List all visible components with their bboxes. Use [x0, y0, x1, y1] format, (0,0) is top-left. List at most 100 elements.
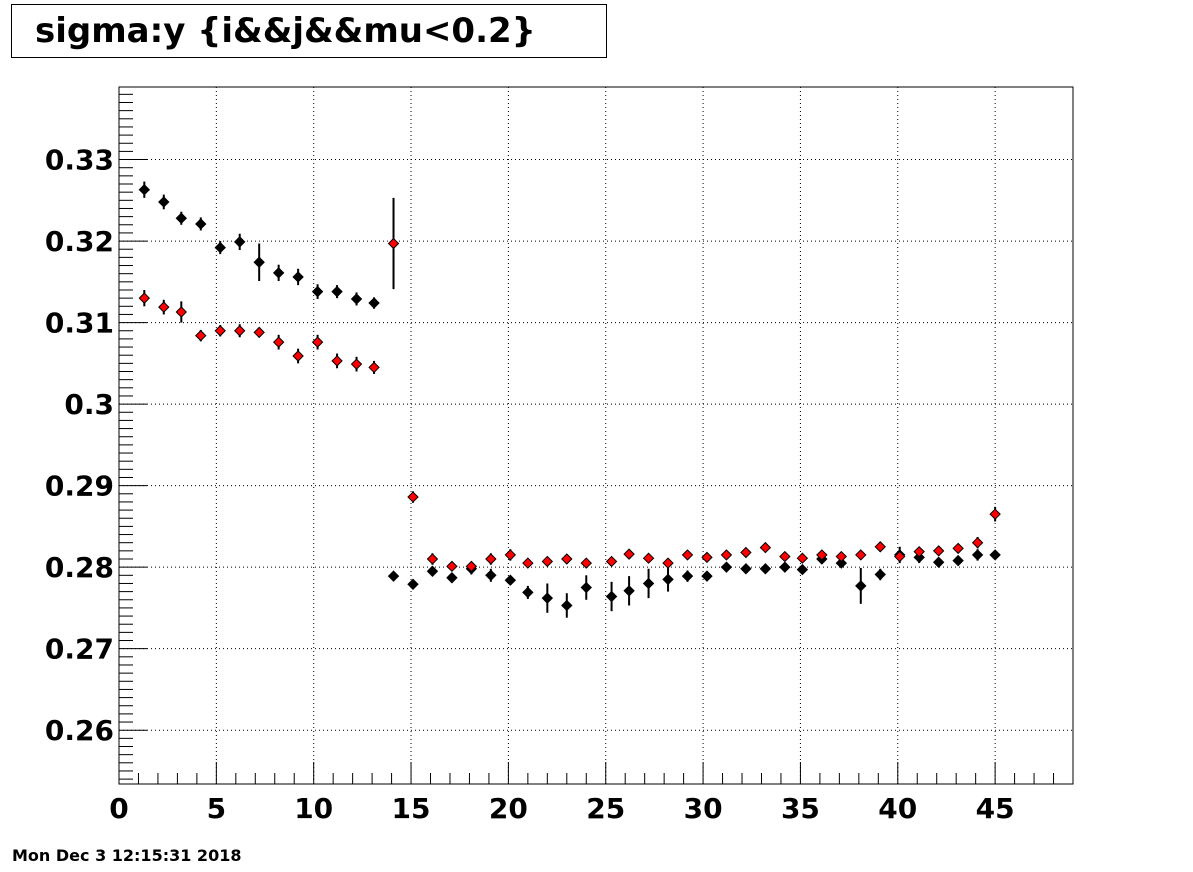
data-point: [331, 285, 343, 298]
data-point: [779, 550, 791, 563]
data-point: [913, 545, 925, 558]
data-point: [504, 574, 517, 586]
data-point: [681, 570, 694, 582]
data-point: [387, 237, 400, 250]
data-point: [932, 556, 945, 568]
y-tick-label: 0.3: [64, 388, 114, 421]
x-tick-label: 25: [586, 792, 625, 825]
data-point: [407, 491, 419, 503]
y-tick-label: 0.33: [45, 144, 114, 177]
data-point: [522, 586, 534, 599]
y-tick-label: 0.31: [45, 307, 114, 340]
data-point: [740, 546, 752, 559]
data-point: [855, 580, 867, 592]
data-point: [292, 350, 304, 362]
chart-title: sigma:y {i&&j&&mu<0.2}: [35, 11, 536, 51]
data-point: [158, 196, 170, 208]
data-point: [465, 560, 478, 573]
y-tick-label: 0.28: [45, 551, 114, 584]
data-point: [952, 554, 964, 567]
data-point: [446, 572, 458, 584]
data-point: [407, 578, 419, 590]
data-point: [272, 267, 285, 279]
data-point: [195, 218, 207, 230]
data-point: [642, 552, 655, 564]
data-point: [368, 297, 380, 309]
data-point: [522, 557, 534, 569]
data-point: [311, 336, 324, 348]
data-point: [580, 581, 592, 594]
data-point: [331, 355, 343, 367]
data-point: [605, 555, 618, 568]
data-point: [175, 306, 188, 318]
timestamp: Mon Dec 3 12:15:31 2018: [12, 846, 242, 865]
data-point: [759, 563, 772, 575]
data-point: [195, 329, 207, 342]
data-point: [874, 568, 886, 581]
data-point: [580, 557, 592, 569]
data-point: [292, 271, 304, 283]
data-point: [701, 570, 713, 582]
data-point: [779, 561, 791, 573]
data-point: [253, 256, 265, 268]
data-point: [253, 326, 265, 339]
x-tick-label: 35: [781, 792, 820, 825]
data-point: [504, 549, 517, 561]
x-tick-label: 10: [294, 792, 333, 825]
data-point: [541, 555, 554, 568]
data-point: [989, 549, 1001, 561]
data-point: [932, 545, 945, 557]
data-point: [835, 557, 848, 569]
data-point: [720, 561, 733, 573]
data-point: [311, 285, 324, 298]
y-tick-label: 0.26: [45, 714, 114, 747]
data-point: [234, 236, 246, 248]
data-point: [952, 542, 964, 555]
data-point: [158, 301, 170, 313]
x-tick-label: 0: [109, 792, 128, 825]
y-tick-label: 0.29: [45, 470, 114, 503]
data-point: [971, 536, 984, 549]
data-point: [426, 553, 439, 565]
data-point: [485, 553, 497, 565]
data-point: [681, 549, 694, 561]
data-point: [662, 557, 674, 569]
data-point: [138, 292, 151, 304]
data-point: [701, 551, 713, 564]
data-point: [387, 570, 400, 582]
data-point: [138, 184, 151, 196]
data-point: [642, 577, 655, 590]
data-point: [350, 293, 363, 305]
data-point: [446, 560, 458, 573]
data-point: [720, 549, 733, 561]
x-tick-label: 30: [684, 792, 723, 825]
data-point: [662, 573, 674, 586]
data-point: [894, 550, 906, 563]
data-point: [816, 549, 828, 561]
data-point: [175, 212, 188, 224]
x-tick-label: 45: [976, 792, 1015, 825]
data-point: [214, 241, 226, 254]
data-point: [835, 550, 848, 563]
data-point: [485, 569, 497, 582]
data-point: [623, 585, 635, 597]
data-point: [272, 336, 285, 348]
data-point: [605, 590, 618, 603]
plot-area: [119, 87, 1073, 784]
data-point: [368, 361, 380, 374]
data-point: [541, 592, 554, 604]
data-point: [214, 325, 226, 337]
data-point: [874, 541, 886, 553]
y-tick-label: 0.27: [45, 633, 114, 666]
data-point: [759, 541, 772, 554]
data-point: [855, 549, 867, 561]
x-tick-label: 5: [207, 792, 226, 825]
data-point: [561, 553, 573, 565]
data-point: [623, 548, 635, 560]
plot-frame: [118, 86, 1074, 785]
data-point: [426, 565, 439, 577]
data-point: [796, 563, 809, 576]
data-point: [350, 358, 363, 370]
chart-title-box: sigma:y {i&&j&&mu<0.2}: [11, 4, 607, 58]
